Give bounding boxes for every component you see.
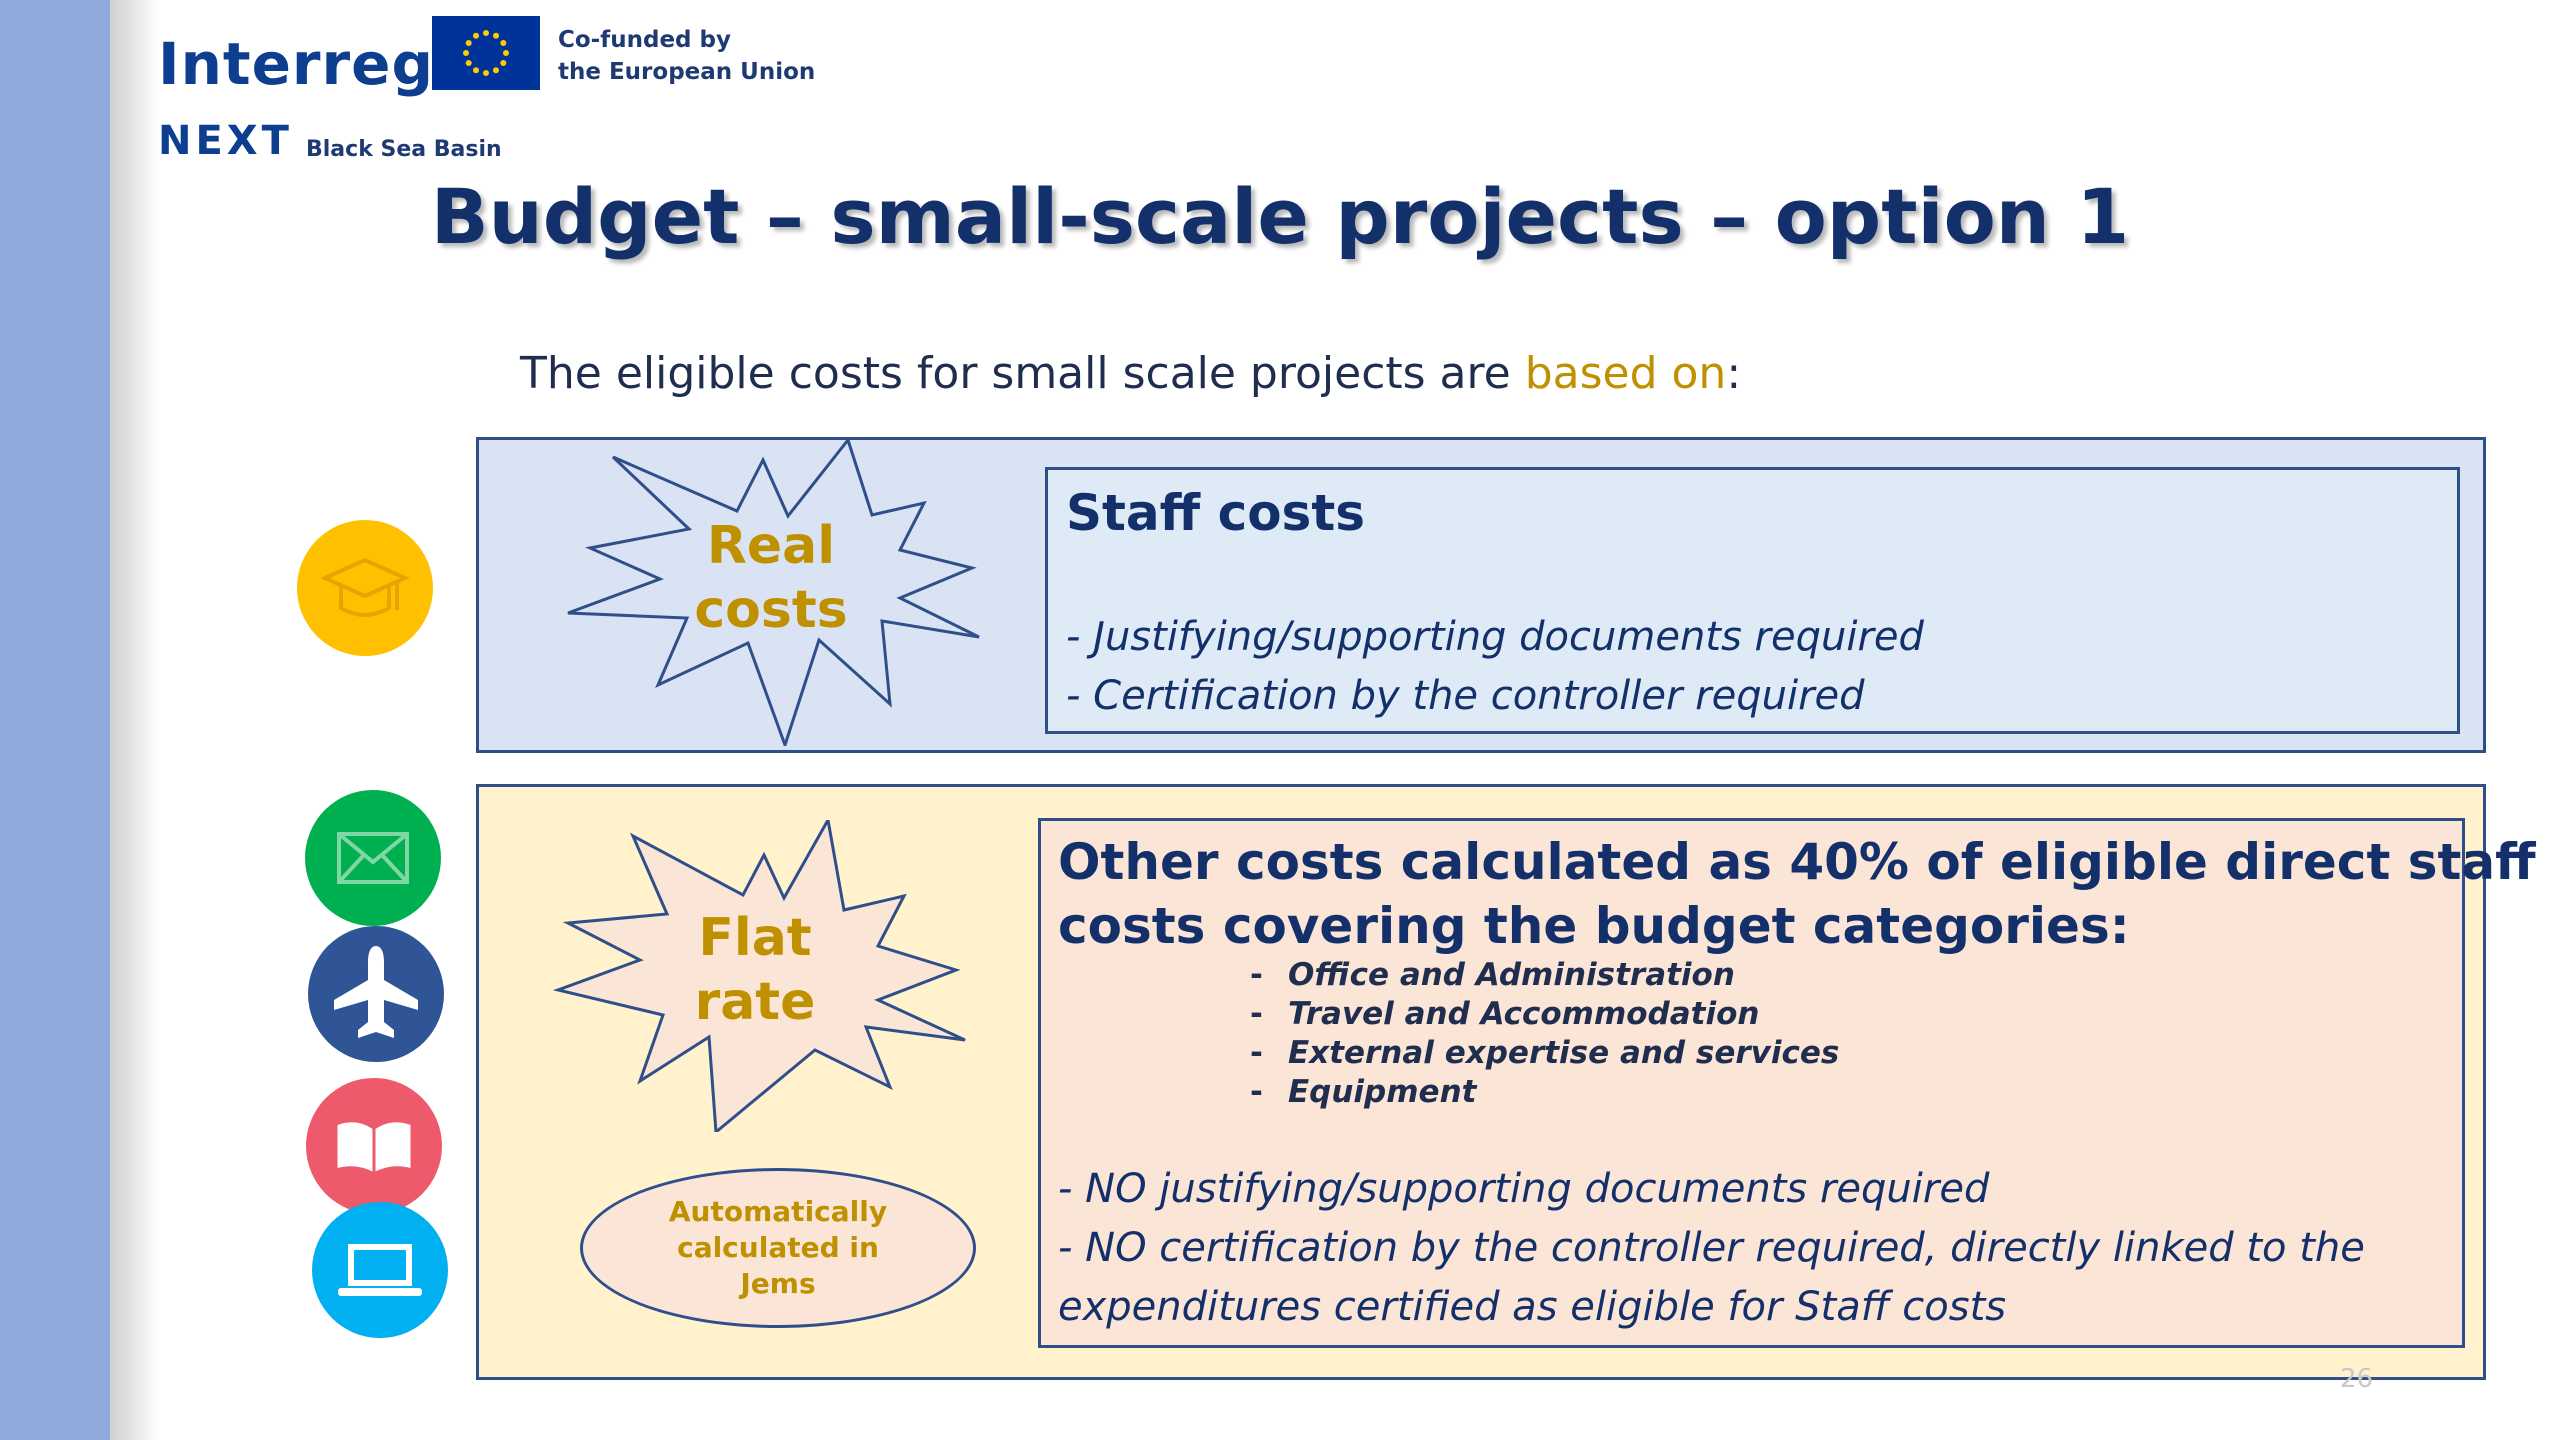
flat-rate-line-3: expenditures certified as eligible for S… bbox=[1058, 1284, 2007, 1330]
laptop-icon bbox=[312, 1202, 448, 1338]
jems-note-ellipse bbox=[580, 1168, 976, 1328]
slide-subtitle: The eligible costs for small scale proje… bbox=[520, 348, 1741, 399]
staff-costs-panel bbox=[1045, 467, 2460, 734]
real-costs-burst-line-1: Real bbox=[706, 516, 836, 576]
envelope-icon bbox=[305, 790, 441, 926]
bullet-dash: - bbox=[1250, 957, 1263, 993]
bullet-dash: - bbox=[1250, 996, 1263, 1032]
slide-title: Budget – small-scale projects – option 1 bbox=[430, 172, 2130, 261]
subtitle-highlight: based on bbox=[1524, 348, 1727, 399]
next-logo: NEXT bbox=[158, 118, 293, 164]
flat-rate-burst bbox=[552, 820, 966, 1132]
budget-category-label: Travel and Accommodation bbox=[1288, 996, 1760, 1032]
jems-note-line-1: Automatically bbox=[668, 1195, 888, 1228]
staff-costs-title: Staff costs bbox=[1066, 484, 1365, 542]
flat-rate-line-1: - NO justifying/supporting documents req… bbox=[1058, 1166, 1990, 1212]
bullet-dash: - bbox=[1250, 1035, 1263, 1071]
black-sea-basin-label: Black Sea Basin bbox=[306, 137, 502, 162]
subtitle-prefix: The eligible costs for small scale proje… bbox=[520, 348, 1525, 399]
flat-rate-line-2: - NO certification by the controller req… bbox=[1058, 1225, 2365, 1271]
flat-rate-burst-line-2: rate bbox=[694, 972, 816, 1032]
interreg-logo: Interreg bbox=[158, 30, 434, 98]
left-accent-shadow bbox=[110, 0, 160, 1440]
cofunded-line-1: Co-funded by bbox=[558, 27, 731, 53]
left-accent-bar bbox=[0, 0, 110, 1440]
budget-category-item: - Travel and Accommodation bbox=[1250, 996, 1759, 1032]
cofunded-line-2: the European Union bbox=[558, 59, 816, 85]
graduation-cap-icon bbox=[297, 520, 433, 656]
flat-rate-burst-label: Flat rate bbox=[650, 906, 860, 1034]
cofunded-text: Co-funded by the European Union bbox=[558, 24, 815, 88]
bullet-dash: - bbox=[1250, 1074, 1263, 1110]
jems-note-text: Automatically calculated in Jems bbox=[580, 1194, 976, 1302]
other-costs-title-line-1: Other costs calculated as 40% of eligibl… bbox=[1058, 833, 2536, 891]
real-costs-burst-line-2: costs bbox=[694, 580, 848, 640]
airplane-icon bbox=[308, 926, 444, 1062]
subtitle-suffix: : bbox=[1726, 348, 1742, 399]
real-costs-burst bbox=[567, 440, 980, 746]
budget-category-label: Office and Administration bbox=[1288, 957, 1735, 993]
budget-category-item: - External expertise and services bbox=[1250, 1035, 1839, 1071]
staff-costs-line-1: - Justifying/supporting documents requir… bbox=[1066, 614, 1924, 660]
open-book-icon bbox=[306, 1078, 442, 1214]
real-costs-burst-label: Real costs bbox=[661, 514, 881, 642]
other-costs-panel bbox=[1038, 818, 2465, 1348]
jems-note-line-2: calculated in bbox=[677, 1231, 879, 1264]
budget-category-item: - Equipment bbox=[1250, 1074, 1476, 1110]
jems-note-line-3: Jems bbox=[740, 1267, 816, 1300]
eu-flag-icon bbox=[432, 16, 540, 90]
budget-category-item: - Office and Administration bbox=[1250, 957, 1735, 993]
staff-costs-line-2: - Certification by the controller requir… bbox=[1066, 673, 1865, 719]
budget-category-label: External expertise and services bbox=[1288, 1035, 1840, 1071]
other-costs-title-line-2: costs covering the budget categories: bbox=[1058, 897, 2130, 955]
page-number: 26 bbox=[2340, 1364, 2374, 1394]
flat-rate-burst-line-1: Flat bbox=[698, 908, 812, 968]
other-costs-title: Other costs calculated as 40% of eligibl… bbox=[1058, 830, 2536, 958]
budget-category-label: Equipment bbox=[1288, 1074, 1477, 1110]
